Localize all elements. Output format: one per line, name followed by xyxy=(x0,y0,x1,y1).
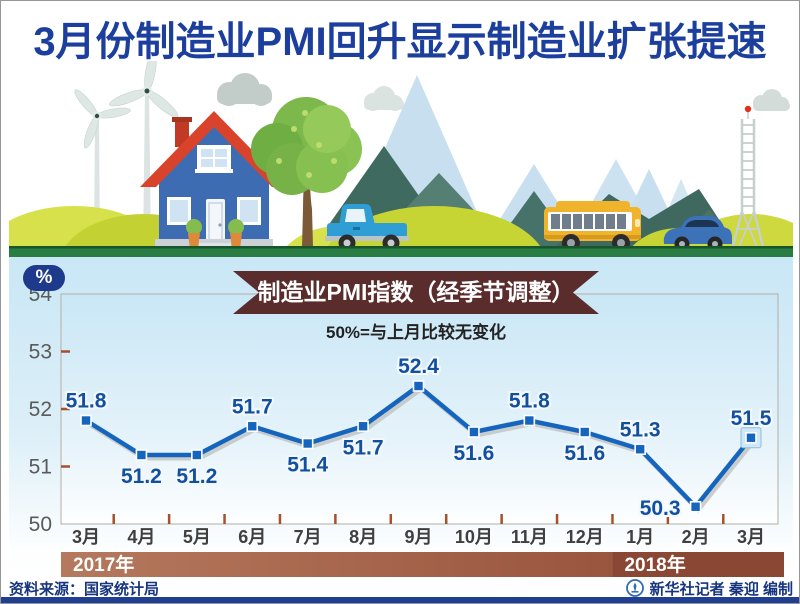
data-point-label: 51.7 xyxy=(343,436,384,459)
cloud-icon xyxy=(217,73,272,106)
chart-title-ribbon: 制造业PMI指数（经季节调整） xyxy=(233,271,599,314)
ground-line xyxy=(9,246,793,249)
credit-label: 新华社记者 秦迎 编制 xyxy=(649,580,793,598)
x-axis-label: 12月 xyxy=(566,527,604,547)
data-point-marker xyxy=(246,420,259,433)
x-axis-label: 6月 xyxy=(238,527,266,547)
data-point-marker xyxy=(745,431,757,444)
data-point-label: 51.5 xyxy=(731,407,772,430)
data-point-label: 51.8 xyxy=(66,390,107,413)
bus-icon xyxy=(544,201,641,252)
data-point-label: 51.8 xyxy=(509,390,550,413)
illustration-scene xyxy=(1,51,799,336)
data-point-label: 50.3 xyxy=(640,497,681,520)
xinhua-logo-icon xyxy=(625,579,644,597)
year-band xyxy=(612,552,784,577)
y-axis-label: 52 xyxy=(29,398,52,421)
x-axis-label: 3月 xyxy=(72,527,100,547)
year-band xyxy=(61,552,613,577)
data-point-label: 51.4 xyxy=(287,454,328,477)
unit-badge: % xyxy=(23,265,65,291)
data-point-label: 51.6 xyxy=(453,442,494,465)
wind-turbine-icon xyxy=(109,51,179,247)
page-title: 3月份制造业PMI回升显示制造业扩张提速 xyxy=(33,20,767,64)
scene-art xyxy=(1,51,799,336)
data-point-label: 51.2 xyxy=(121,465,162,488)
x-axis-label: 2月 xyxy=(682,527,710,547)
cloud-icon xyxy=(753,89,790,111)
signal-tower-icon xyxy=(731,105,765,248)
x-axis-label: 11月 xyxy=(511,527,548,547)
data-point-label: 51.2 xyxy=(176,465,217,488)
pickup-truck-icon xyxy=(325,204,409,252)
bottom-accent-bar xyxy=(1,597,799,603)
data-point-marker xyxy=(301,437,314,450)
data-point-marker xyxy=(80,414,92,427)
y-axis-label: 50 xyxy=(29,513,52,536)
data-point-marker xyxy=(412,380,425,392)
data-point-marker xyxy=(578,426,591,438)
data-point-marker xyxy=(191,449,203,461)
data-point-marker xyxy=(634,443,646,456)
year-band-label: 2018年 xyxy=(624,553,685,576)
data-point-label: 51.7 xyxy=(232,395,273,418)
data-source-label: 资料来源：国家统计局 xyxy=(9,580,160,598)
year-band-label: 2017年 xyxy=(73,553,134,576)
data-point-marker xyxy=(689,500,702,513)
data-point-marker xyxy=(468,426,480,438)
x-axis-label: 9月 xyxy=(404,527,432,547)
y-axis-label: 53 xyxy=(29,341,52,364)
data-point-marker xyxy=(357,420,369,433)
house-icon xyxy=(140,111,288,249)
data-point-label: 52.4 xyxy=(398,355,439,378)
y-axis-label: 51 xyxy=(29,456,52,479)
x-axis-label: 1月 xyxy=(626,527,654,547)
cloud-icon xyxy=(364,86,404,111)
x-axis-label: 8月 xyxy=(349,527,377,547)
x-axis-label: 10月 xyxy=(455,527,493,547)
x-axis-label: 4月 xyxy=(127,527,155,547)
data-point-marker xyxy=(523,414,536,427)
chart-subtitle: 50%=与上月比较无变化 xyxy=(326,323,506,342)
tree-icon xyxy=(251,97,362,247)
x-axis-label: 7月 xyxy=(294,527,322,547)
chart-panel: 50 51 52 53 54 3月 4月 5月 6月 7月 8月 9月 10月 11月 12月 1月 2月 3月 2… xyxy=(9,257,793,577)
data-point-marker xyxy=(135,449,148,461)
data-point-label: 51.3 xyxy=(620,418,661,441)
data-point-label: 51.6 xyxy=(564,442,605,465)
x-axis-label: 3月 xyxy=(737,527,765,547)
footer: 资料来源：国家统计局 新华社记者 秦迎 编制 xyxy=(9,578,793,598)
x-axis-label: 5月 xyxy=(183,527,211,547)
